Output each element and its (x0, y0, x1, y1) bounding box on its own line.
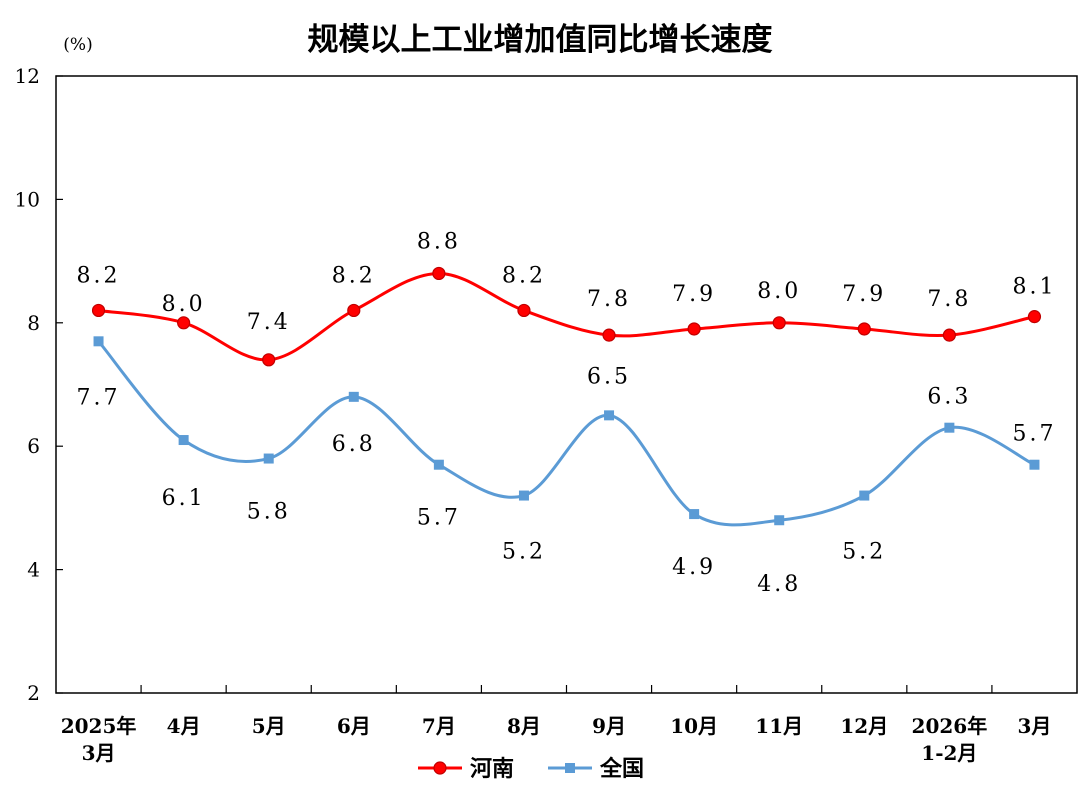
data-label: 4.9 (672, 555, 716, 580)
y-tick-label: 6 (27, 434, 40, 458)
data-point (687, 322, 701, 336)
plot-area (55, 75, 1078, 694)
data-label: 8.0 (757, 279, 801, 304)
y-axis-unit: (%) (63, 35, 92, 55)
y-tick-label: 10 (15, 187, 40, 211)
data-label: 8.2 (502, 263, 546, 288)
data-label: 8.2 (77, 263, 121, 288)
data-label: 8.1 (1012, 275, 1056, 300)
data-point (518, 490, 529, 501)
data-label: 5.7 (417, 506, 461, 531)
x-tick-label: 10月 (670, 714, 718, 738)
x-tick-label: 3月 (82, 741, 116, 765)
data-label: 6.1 (162, 486, 206, 511)
data-point (944, 422, 955, 433)
legend: 河南 全国 (418, 756, 644, 782)
x-tick-label: 9月 (592, 714, 626, 738)
legend-marker (433, 761, 447, 775)
x-tick-label: 3月 (1017, 714, 1051, 738)
data-point (91, 303, 106, 318)
data-label: 7.8 (927, 287, 971, 312)
x-tick-label: 5月 (252, 714, 286, 738)
x-tick-label: 7月 (422, 714, 456, 738)
data-label: 6.3 (927, 385, 971, 410)
x-tick-label: 2025年 (61, 714, 137, 738)
data-point (177, 316, 191, 330)
data-point (774, 515, 785, 526)
data-point (602, 328, 616, 342)
x-tick-label: 12月 (840, 714, 888, 738)
data-label: 7.7 (77, 385, 121, 410)
data-point (263, 453, 274, 464)
series-line-national (97, 340, 1036, 527)
data-label: 7.8 (587, 287, 631, 312)
data-label: 8.2 (332, 263, 376, 288)
data-point (347, 303, 361, 318)
data-point (604, 410, 615, 421)
data-point (262, 353, 276, 367)
x-tick-label: 4月 (167, 714, 201, 738)
data-point (1027, 310, 1042, 324)
legend-label: 全国 (599, 756, 644, 782)
data-point (432, 266, 446, 281)
data-point (859, 490, 870, 501)
data-point (433, 459, 444, 470)
data-point (517, 303, 531, 318)
data-label: 7.9 (672, 282, 716, 307)
data-point (1029, 459, 1040, 470)
data-point (689, 509, 700, 520)
data-label: 4.8 (757, 572, 801, 597)
data-label: 8.8 (417, 229, 461, 254)
data-point (348, 391, 359, 402)
x-tick-label: 6月 (337, 714, 371, 738)
data-label: 5.2 (502, 540, 546, 565)
x-tick-label: 11月 (755, 714, 803, 738)
data-label: 5.7 (1012, 422, 1056, 447)
x-tick-label: 1-2月 (921, 741, 977, 765)
data-label: 7.4 (247, 310, 291, 335)
y-tick-label: 2 (27, 681, 40, 705)
legend-marker (565, 763, 575, 773)
legend-label: 河南 (470, 756, 514, 782)
data-point (942, 328, 956, 342)
y-tick-label: 8 (27, 311, 40, 335)
data-label: 7.9 (842, 282, 886, 307)
data-point (857, 322, 871, 336)
data-label: 5.8 (247, 500, 291, 525)
x-tick-label: 8月 (507, 714, 541, 738)
x-tick-label: 2026年 (912, 714, 988, 738)
y-tick-label: 4 (27, 558, 40, 582)
data-point (772, 316, 786, 330)
data-label: 8.0 (162, 292, 206, 317)
y-tick-label: 12 (15, 64, 40, 88)
data-label: 6.8 (332, 432, 376, 457)
data-label: 5.2 (842, 540, 886, 565)
series-line-henan (98, 271, 1035, 362)
data-label: 6.5 (587, 364, 631, 389)
data-point (93, 336, 104, 347)
data-point (178, 435, 189, 446)
chart-title: 规模以上工业增加值同比增长速度 (308, 22, 773, 58)
